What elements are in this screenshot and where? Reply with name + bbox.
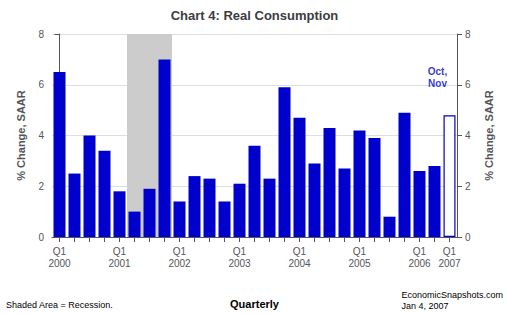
svg-text:2003: 2003 xyxy=(228,258,251,269)
svg-text:2006: 2006 xyxy=(408,258,431,269)
svg-text:2002: 2002 xyxy=(168,258,191,269)
svg-text:Q1: Q1 xyxy=(53,246,67,257)
svg-text:Q1: Q1 xyxy=(293,246,307,257)
svg-text:0: 0 xyxy=(38,232,44,243)
svg-text:2: 2 xyxy=(38,181,44,192)
svg-text:Q1: Q1 xyxy=(413,246,427,257)
svg-text:Q1: Q1 xyxy=(113,246,127,257)
svg-text:8: 8 xyxy=(465,29,471,40)
svg-text:2001: 2001 xyxy=(108,258,131,269)
svg-text:Chart 4: Real Consumption: Chart 4: Real Consumption xyxy=(171,8,339,23)
svg-text:8: 8 xyxy=(38,29,44,40)
svg-text:Q1: Q1 xyxy=(353,246,367,257)
svg-text:2: 2 xyxy=(465,181,471,192)
svg-text:Q1: Q1 xyxy=(443,246,457,257)
svg-text:6: 6 xyxy=(465,79,471,90)
svg-text:4: 4 xyxy=(465,130,471,141)
svg-text:0: 0 xyxy=(465,232,471,243)
svg-text:% Change, SAAR: % Change, SAAR xyxy=(483,90,495,181)
svg-text:2007: 2007 xyxy=(438,258,461,269)
svg-text:2005: 2005 xyxy=(348,258,371,269)
svg-text:2004: 2004 xyxy=(288,258,311,269)
svg-text:2000: 2000 xyxy=(48,258,71,269)
svg-text:Q1: Q1 xyxy=(173,246,187,257)
svg-text:% Change, SAAR: % Change, SAAR xyxy=(15,90,27,181)
svg-text:Nov: Nov xyxy=(428,78,447,89)
svg-text:Quarterly: Quarterly xyxy=(230,298,280,310)
svg-text:Shaded Area = Recession.: Shaded Area = Recession. xyxy=(6,300,113,310)
svg-text:Oct,: Oct, xyxy=(428,66,448,77)
svg-text:6: 6 xyxy=(38,79,44,90)
svg-text:EconomicSnapshots.com: EconomicSnapshots.com xyxy=(401,290,503,300)
svg-text:Q1: Q1 xyxy=(233,246,247,257)
svg-text:4: 4 xyxy=(38,130,44,141)
svg-text:Jan 4, 2007: Jan 4, 2007 xyxy=(401,301,448,311)
